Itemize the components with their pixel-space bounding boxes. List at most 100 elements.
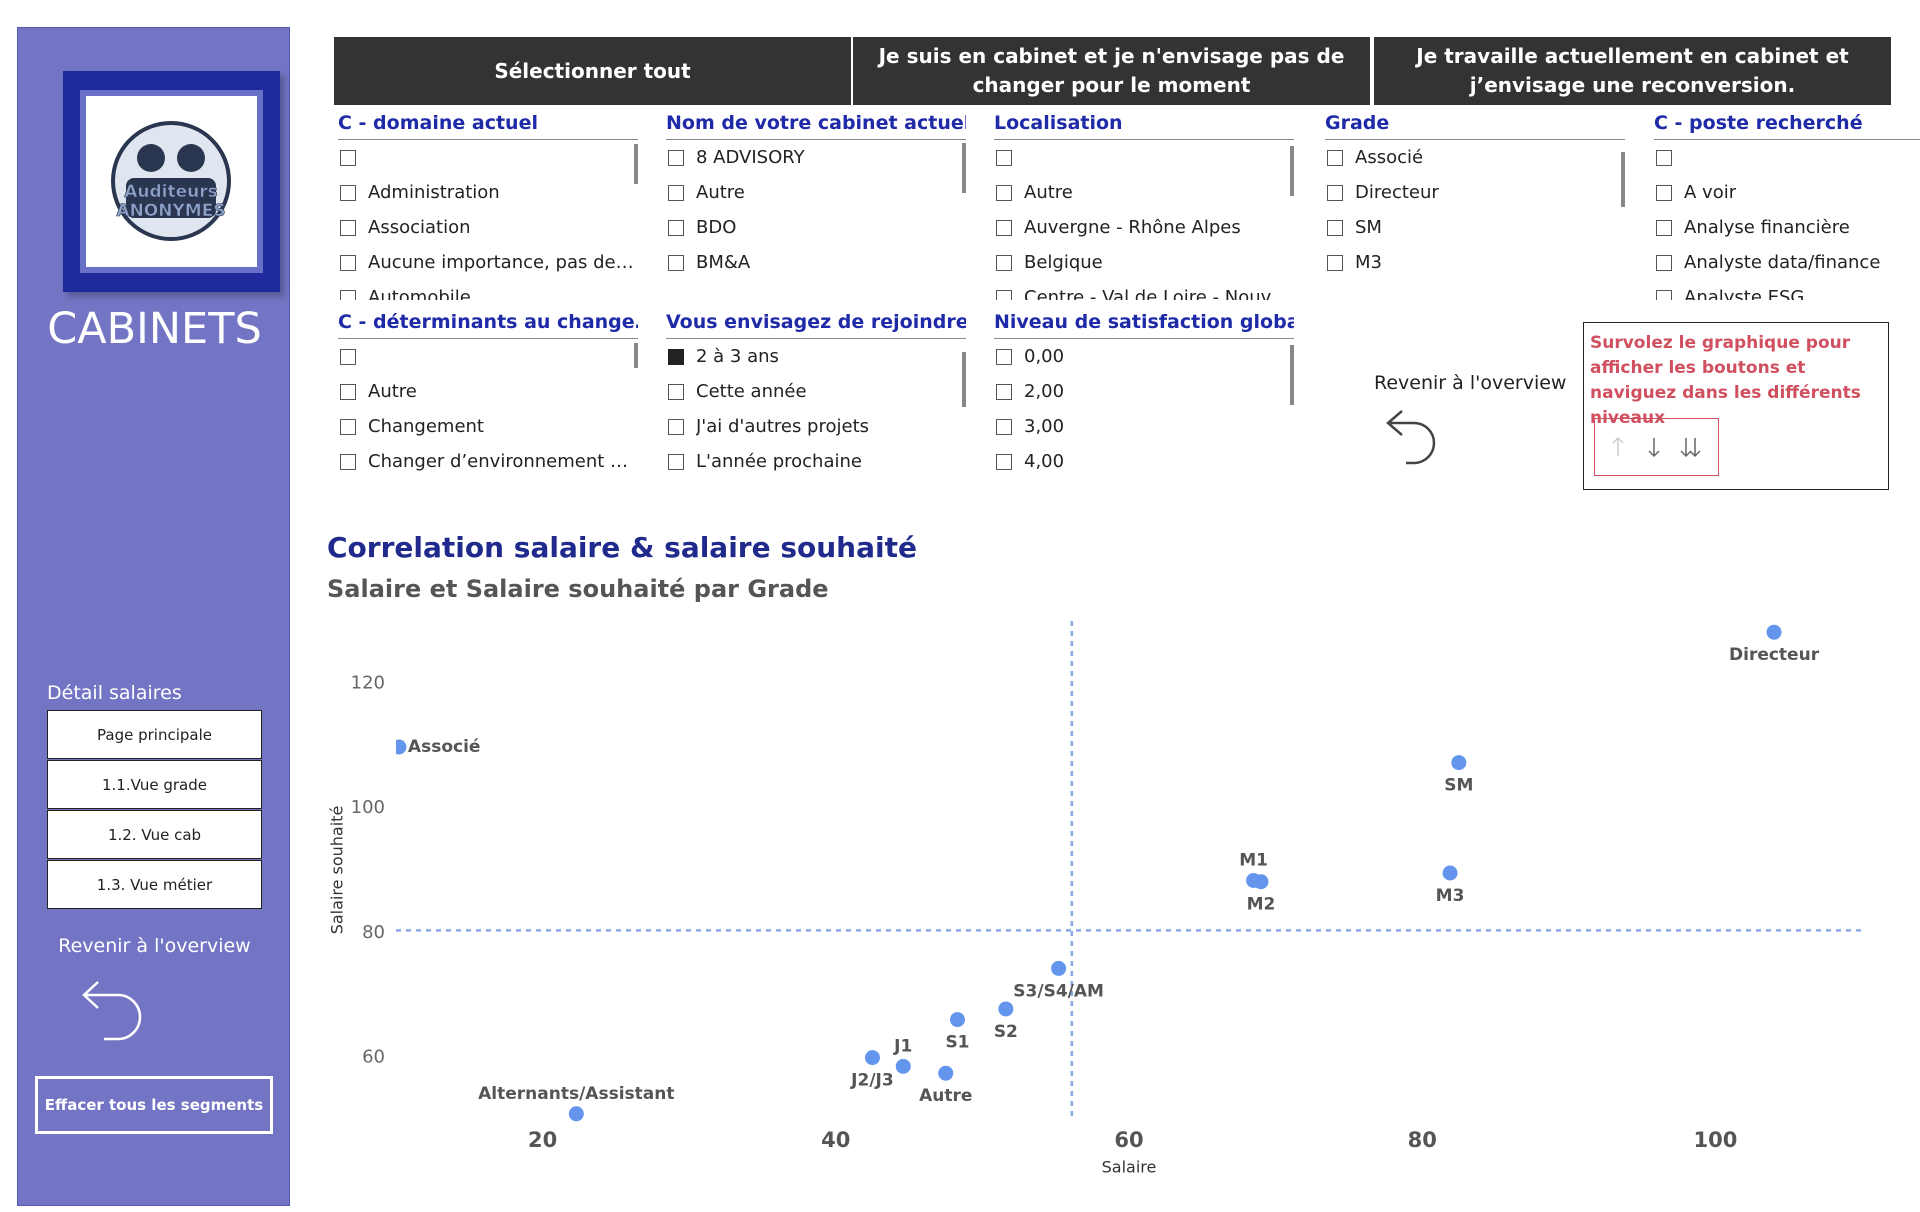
filter-button[interactable]: Sélectionner tout	[334, 37, 851, 105]
slicer-item[interactable]: Autre	[994, 175, 1294, 210]
point	[895, 1058, 911, 1074]
checkbox[interactable]	[668, 149, 684, 166]
checkbox[interactable]	[1656, 184, 1672, 201]
slicer-title[interactable]: Grade	[1325, 112, 1625, 140]
nav-button[interactable]: 1.1.Vue grade	[47, 760, 262, 809]
item-label: Changer d’environnement et êt…	[368, 451, 638, 472]
slicer-item[interactable]: Aucune importance, pas de pré…	[338, 245, 638, 280]
checkbox[interactable]	[340, 348, 356, 365]
slicer-title[interactable]: C - déterminants au change…	[338, 311, 638, 339]
filter-button[interactable]: Je suis en cabinet et je n'envisage pas …	[853, 37, 1370, 105]
checkbox[interactable]	[996, 348, 1012, 365]
nav-button[interactable]: 1.3. Vue métier	[47, 860, 262, 909]
drill-buttons[interactable]	[1594, 418, 1720, 476]
slicer-item[interactable]: Association	[338, 210, 638, 245]
slicer-item[interactable]: J'ai d'autres projets	[666, 409, 966, 444]
slicer: C - poste recherché A voir Analyse financi…	[1654, 112, 1920, 300]
checkbox[interactable]	[1656, 254, 1672, 271]
slicer-item[interactable]: Automobile	[338, 280, 638, 300]
slicer-item[interactable]: BDO	[666, 210, 966, 245]
checkbox[interactable]	[1656, 289, 1672, 300]
clear-button[interactable]: Effacer tous les segments	[35, 1076, 273, 1134]
slicer-item[interactable]	[1654, 140, 1920, 175]
checkbox[interactable]	[996, 453, 1012, 470]
slicer-title[interactable]: Vous envisagez de rejoindre…	[666, 311, 966, 339]
slicer-item[interactable]: A voir	[1654, 175, 1920, 210]
checkbox[interactable]	[340, 149, 356, 166]
slicer-item[interactable]: 4,00	[994, 444, 1294, 479]
slicer: Niveau de satisfaction global… 0,00 2,00 3,…	[994, 311, 1294, 483]
nav-button[interactable]: 1.2. Vue cab	[47, 810, 262, 859]
slicer-item[interactable]: Analyse financière	[1654, 210, 1920, 245]
point-label: J2/J3	[850, 1071, 894, 1091]
slicer-item[interactable]: Administration	[338, 175, 638, 210]
back-label: Revenir à l'overview	[58, 935, 251, 957]
slicer-item[interactable]: 0,00	[994, 339, 1294, 374]
checkbox[interactable]	[1327, 219, 1343, 236]
nav-button[interactable]: Page principale	[47, 710, 262, 759]
checkbox[interactable]	[668, 453, 684, 470]
checkbox[interactable]	[668, 418, 684, 435]
checkbox[interactable]	[996, 254, 1012, 271]
slicer-item[interactable]: Autre	[338, 374, 638, 409]
slicer-title[interactable]: C - poste recherché	[1654, 112, 1920, 140]
slicer-item[interactable]: Centre - Val de Loire - Nouvelle…	[994, 280, 1294, 300]
slicer-item[interactable]: BM&A	[666, 245, 966, 280]
slicer-item[interactable]: Belgique	[994, 245, 1294, 280]
slicer-title[interactable]: Niveau de satisfaction global…	[994, 311, 1294, 339]
slicer-item[interactable]: Autre	[666, 175, 966, 210]
checkbox[interactable]	[1327, 149, 1343, 166]
checkbox[interactable]	[1656, 219, 1672, 236]
checkbox[interactable]	[996, 383, 1012, 400]
slicer-item[interactable]: 3,00	[994, 409, 1294, 444]
checkbox[interactable]	[996, 149, 1012, 166]
checkbox[interactable]	[340, 418, 356, 435]
slicer-title[interactable]: Nom de votre cabinet actuel	[666, 112, 966, 140]
checkbox[interactable]	[340, 219, 356, 236]
slicer-title[interactable]: C - domaine actuel	[338, 112, 638, 140]
slicer-item[interactable]	[994, 140, 1294, 175]
checkbox[interactable]	[668, 219, 684, 236]
checkbox[interactable]	[340, 289, 356, 300]
checkbox[interactable]	[340, 383, 356, 400]
slicer-item[interactable]: SM	[1325, 210, 1625, 245]
checkbox[interactable]	[668, 383, 684, 400]
hint-box: Survolez le graphique pour afficher les …	[1583, 322, 1889, 490]
slicer-item[interactable]: Cette année	[666, 374, 966, 409]
checkbox[interactable]	[340, 254, 356, 271]
checkbox[interactable]	[1656, 149, 1672, 166]
slicer-item[interactable]: Changer d’environnement et êt…	[338, 444, 638, 479]
slicer-title[interactable]: Localisation	[994, 112, 1294, 140]
checkbox[interactable]	[1327, 184, 1343, 201]
checkbox[interactable]	[668, 184, 684, 201]
slicer-item[interactable]: Analyste ESG	[1654, 280, 1920, 300]
back-arrow[interactable]	[1380, 405, 1450, 475]
filter-button[interactable]: Je travaille actuellement en cabinet et …	[1374, 37, 1891, 105]
checkbox[interactable]	[996, 219, 1012, 236]
checkbox[interactable]	[996, 418, 1012, 435]
slicer-item[interactable]: 2 à 3 ans	[666, 339, 966, 374]
item-label: Automobile	[368, 287, 471, 300]
slicer-item[interactable]	[338, 140, 638, 175]
slicer-item[interactable]: Auvergne - Rhône Alpes	[994, 210, 1294, 245]
slicer-item[interactable]: Associé	[1325, 140, 1625, 175]
slicer-item[interactable]: M3	[1325, 245, 1625, 280]
logo: Auditeurs ANONYMES	[63, 71, 280, 292]
slicer-item[interactable]: 2,00	[994, 374, 1294, 409]
slicer-item[interactable]: Analyste data/finance	[1654, 245, 1920, 280]
slicer-item[interactable]: 8 ADVISORY	[666, 140, 966, 175]
checkbox[interactable]	[668, 348, 684, 365]
checkbox[interactable]	[996, 184, 1012, 201]
checkbox[interactable]	[668, 254, 684, 271]
checkbox[interactable]	[996, 289, 1012, 300]
checkbox[interactable]	[1327, 254, 1343, 271]
slicer-item[interactable]: Directeur	[1325, 175, 1625, 210]
slicer-item[interactable]: Changement	[338, 409, 638, 444]
item-label: Auvergne - Rhône Alpes	[1024, 217, 1241, 238]
slicer-item[interactable]: L'année prochaine	[666, 444, 966, 479]
slicer-item[interactable]	[338, 339, 638, 374]
back-arrow[interactable]	[68, 968, 158, 1048]
checkbox[interactable]	[340, 453, 356, 470]
point	[1051, 960, 1067, 976]
checkbox[interactable]	[340, 184, 356, 201]
